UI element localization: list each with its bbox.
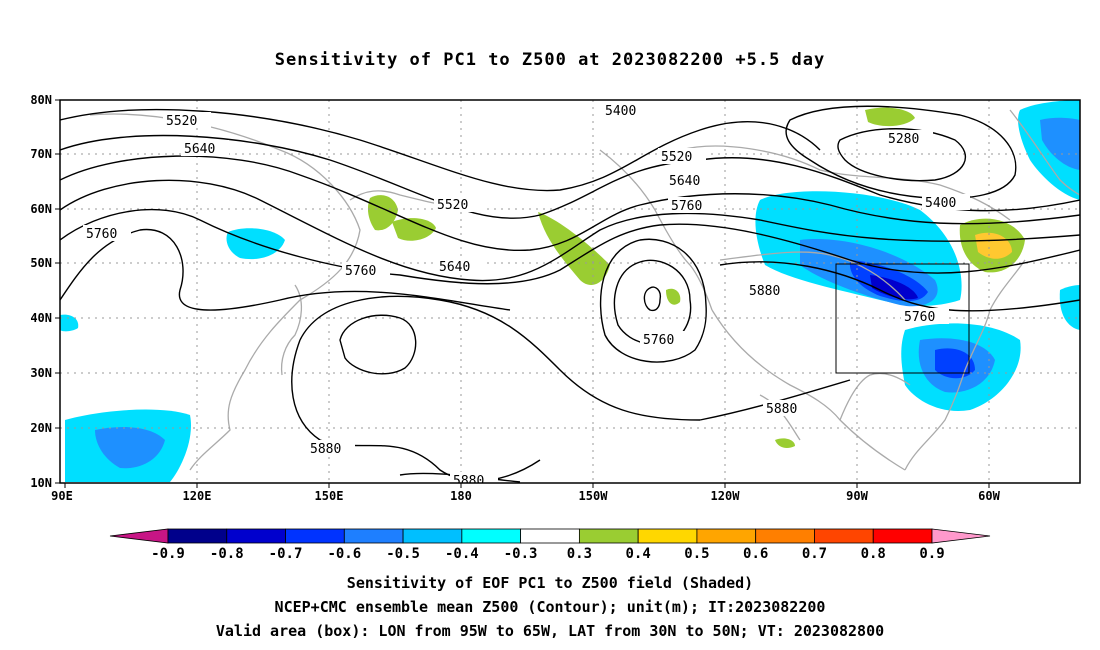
- colorbar-label: -0.9: [151, 546, 185, 562]
- contour-label: 5880: [453, 474, 484, 489]
- colorbar-swatch: [755, 528, 815, 544]
- colorbar-swatch: [696, 528, 757, 544]
- colorbar-label: -0.4: [445, 546, 479, 562]
- colorbar-right-triangle: [931, 528, 991, 544]
- contour-label: 5880: [310, 442, 341, 457]
- colorbar-swatch: [343, 528, 404, 544]
- lon-label: 120W: [711, 489, 741, 503]
- contour-label: 5640: [669, 174, 700, 189]
- lon-label: 150W: [579, 489, 609, 503]
- colorbar-label: 0.6: [743, 546, 768, 562]
- z500-contours: [60, 105, 1080, 483]
- caption-line-2: NCEP+CMC ensemble mean Z500 (Contour); u…: [274, 598, 826, 616]
- colorbar-swatch: [285, 528, 345, 544]
- lat-label: 50N: [30, 256, 52, 270]
- contour-label: 5760: [643, 333, 674, 348]
- contour-label: 5760: [345, 264, 376, 279]
- colorbar-label: -0.5: [386, 546, 420, 562]
- lat-label: 70N: [30, 147, 52, 161]
- caption-line-1: Sensitivity of EOF PC1 to Z500 field (Sh…: [346, 574, 754, 592]
- contour-label: 5520: [166, 114, 197, 129]
- graticule: [60, 100, 1080, 483]
- map-frame: [59, 99, 1081, 484]
- coastlines: [89, 109, 1080, 471]
- colorbar: -0.9 -0.8 -0.7 -0.6 -0.5 -0.4 -0.3 0.3 0.4 0.5 0.6…: [109, 528, 991, 562]
- lat-label: 20N: [30, 421, 52, 435]
- contour-label: 5880: [766, 402, 797, 417]
- colorbar-label: 0.3: [567, 546, 592, 562]
- colorbar-swatch: [402, 528, 463, 544]
- contour-label: 5760: [86, 227, 117, 242]
- longitude-labels: 90E 120E 150E 180 150W 120W 90W 60W: [51, 489, 1000, 503]
- contour-label: 5520: [661, 150, 692, 165]
- lat-label: 10N: [30, 476, 52, 490]
- colorbar-swatch: [226, 528, 286, 544]
- colorbar-swatch: [637, 528, 698, 544]
- lon-label: 180: [450, 489, 472, 503]
- contour-label: 5520: [437, 198, 468, 213]
- latitude-labels: 80N 70N 60N 50N 40N 30N 20N 10N: [30, 93, 52, 490]
- positive-sensitivity-shading: [367, 107, 1025, 448]
- colorbar-swatch: [814, 528, 874, 544]
- caption-line-3: Valid area (box): LON from 95W to 65W, L…: [215, 622, 885, 640]
- colorbar-left-triangle: [109, 528, 169, 544]
- axis-ticks: [55, 99, 990, 488]
- contour-labels: 5520 5640 5760 5400 5520 5640 5760 5280 …: [83, 102, 970, 489]
- contour-label: 5400: [925, 196, 956, 211]
- lat-label: 80N: [30, 93, 52, 107]
- colorbar-swatch: [520, 528, 580, 544]
- lon-label: 90E: [51, 489, 73, 503]
- colorbar-label: 0.9: [919, 546, 944, 562]
- contour-label: 5760: [671, 199, 702, 214]
- contour-label: 5880: [749, 284, 780, 299]
- colorbar-swatch: [578, 528, 639, 544]
- contour-label: 5400: [605, 104, 636, 119]
- colorbar-label: 0.5: [684, 546, 709, 562]
- lon-label: 90W: [846, 489, 868, 503]
- contour-label: 5640: [184, 142, 215, 157]
- valid-area-box: [835, 263, 970, 374]
- colorbar-label: 0.8: [861, 546, 886, 562]
- colorbar-swatch: [167, 528, 228, 544]
- colorbar-label: -0.6: [327, 546, 361, 562]
- colorbar-label: -0.7: [269, 546, 303, 562]
- colorbar-swatch: [872, 528, 933, 544]
- colorbar-label: 0.7: [802, 546, 827, 562]
- lat-label: 40N: [30, 311, 52, 325]
- lat-label: 30N: [30, 366, 52, 380]
- contour-label: 5640: [439, 260, 470, 275]
- colorbar-label: 0.4: [626, 546, 651, 562]
- map-field: 5520 5640 5760 5400 5520 5640 5760 5280 …: [60, 100, 1080, 489]
- colorbar-label: -0.3: [504, 546, 538, 562]
- colorbar-swatch: [461, 528, 522, 544]
- lat-label: 60N: [30, 202, 52, 216]
- lon-label: 60W: [978, 489, 1000, 503]
- colorbar-label: -0.8: [210, 546, 244, 562]
- lon-label: 150E: [315, 489, 344, 503]
- contour-label: 5280: [888, 132, 919, 147]
- map-title: Sensitivity of PC1 to Z500 at 2023082200…: [274, 50, 826, 70]
- contour-label: 5760: [904, 310, 935, 325]
- lon-label: 120E: [183, 489, 212, 503]
